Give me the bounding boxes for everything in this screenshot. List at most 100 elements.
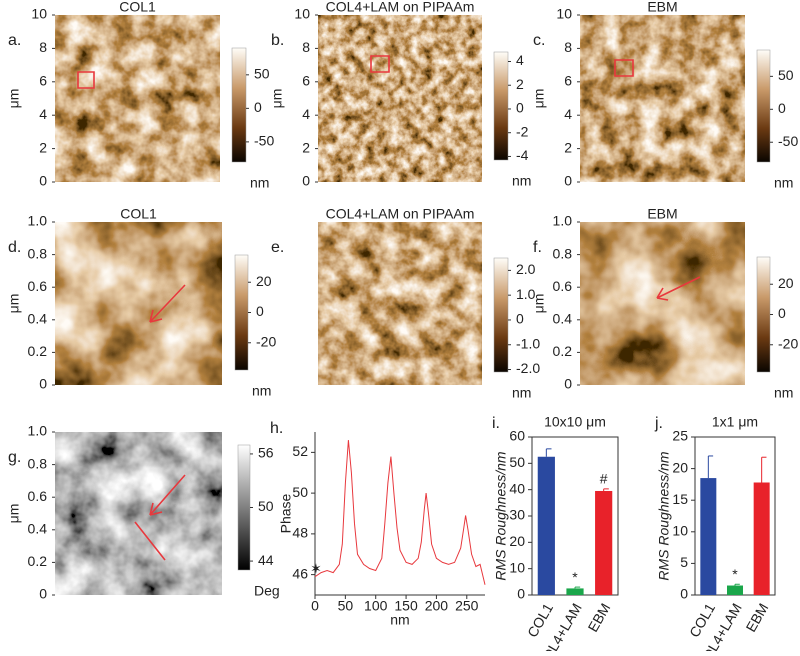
y-tick-label: 8 bbox=[39, 39, 47, 55]
y-tick-label: 0 bbox=[680, 586, 688, 602]
panel-title: COL1 bbox=[120, 206, 157, 222]
y-tick-label: 0.2 bbox=[553, 343, 573, 359]
colorbar-unit: nm bbox=[774, 175, 793, 191]
y-tick-label: 6 bbox=[39, 73, 47, 89]
afm-image bbox=[318, 15, 482, 182]
x-tick-label: 200 bbox=[425, 598, 449, 614]
y-tick-label: 10 bbox=[31, 6, 47, 22]
colorbar bbox=[756, 49, 771, 163]
colorbar-tick-label: -20 bbox=[256, 333, 276, 349]
colorbar-unit: nm bbox=[512, 173, 531, 189]
panel-label: h. bbox=[270, 420, 283, 437]
afm-image bbox=[55, 15, 220, 182]
y-tick-label: 8 bbox=[564, 39, 572, 55]
bar bbox=[700, 478, 717, 595]
y-tick-label: 0 bbox=[39, 173, 47, 189]
y-tick-label: 8 bbox=[302, 39, 310, 55]
y-tick-label: 0.4 bbox=[28, 521, 48, 537]
colorbar-tick-label: 0 bbox=[778, 305, 786, 321]
y-axis-label: μm bbox=[531, 294, 547, 314]
y-tick-label: 4 bbox=[302, 106, 310, 122]
colorbar bbox=[493, 257, 509, 373]
colorbar-tick-label: -2.0 bbox=[516, 360, 540, 376]
marker: ✶ bbox=[310, 561, 322, 577]
colorbar-unit: Deg bbox=[254, 583, 280, 599]
annotation: # bbox=[600, 471, 608, 487]
y-tick-label: 0 bbox=[564, 376, 572, 392]
colorbar-tick-label: 0 bbox=[516, 311, 524, 327]
y-tick-label: 6 bbox=[564, 73, 572, 89]
y-tick-label: 20 bbox=[672, 459, 688, 475]
y-tick-label: 0 bbox=[39, 586, 47, 602]
y-tick-label: 50 bbox=[509, 454, 525, 470]
colorbar-tick-label: 56 bbox=[258, 445, 274, 461]
overlay-mark bbox=[656, 276, 701, 301]
colorbar-tick-label: -2 bbox=[516, 123, 529, 139]
overlays bbox=[77, 55, 701, 561]
y-tick-label: 46 bbox=[292, 565, 308, 581]
x-tick-label: EBM bbox=[742, 600, 771, 634]
panel-label: a. bbox=[8, 32, 21, 49]
bar bbox=[566, 588, 584, 595]
colorbar-tick-label: 44 bbox=[258, 552, 274, 568]
y-tick-label: 60 bbox=[509, 428, 525, 444]
chart-title: 10x10 μm bbox=[544, 414, 606, 430]
colorbar bbox=[493, 51, 509, 161]
y-tick-label: 0.8 bbox=[28, 245, 48, 261]
y-tick-label: 0.6 bbox=[28, 488, 48, 504]
colorbar bbox=[237, 444, 251, 571]
colorbar-tick-label: 20 bbox=[256, 273, 272, 289]
x-tick-label: 100 bbox=[364, 598, 388, 614]
panel-label: c. bbox=[533, 32, 545, 49]
afm-image bbox=[580, 15, 745, 182]
y-tick-label: 6 bbox=[302, 73, 310, 89]
colorbar-tick-label: -20 bbox=[778, 335, 798, 351]
colorbar-unit: nm bbox=[774, 385, 793, 401]
axes bbox=[314, 432, 485, 596]
y-tick-label: 0.4 bbox=[553, 311, 573, 327]
overlay-mark bbox=[614, 59, 634, 77]
panel-label: i. bbox=[492, 415, 500, 432]
x-tick-label: 250 bbox=[455, 598, 479, 614]
colorbar-tick-label: 1.0 bbox=[516, 286, 536, 302]
colorbar-tick-label: 50 bbox=[254, 66, 270, 82]
y-tick-label: 50 bbox=[292, 484, 308, 500]
y-axis-label: RMS Roughness/nm bbox=[493, 451, 509, 581]
y-tick-label: 0.8 bbox=[553, 245, 573, 261]
y-tick-label: 10 bbox=[672, 523, 688, 539]
colorbar-tick-label: -50 bbox=[778, 133, 798, 149]
y-tick-label: 0.4 bbox=[28, 311, 48, 327]
panel-label: g. bbox=[8, 449, 21, 466]
colorbar-tick-label: 2.0 bbox=[516, 261, 536, 277]
annotation: * bbox=[572, 569, 578, 585]
y-tick-label: 4 bbox=[564, 106, 572, 122]
y-tick-label: 30 bbox=[509, 507, 525, 523]
colorbar-tick-label: 50 bbox=[258, 498, 274, 514]
colorbar-tick-label: -50 bbox=[254, 133, 274, 149]
y-tick-label: 2 bbox=[39, 139, 47, 155]
annotation: * bbox=[732, 566, 738, 582]
bar bbox=[753, 482, 770, 595]
afm-image bbox=[318, 222, 482, 385]
afm-image bbox=[55, 222, 222, 385]
panel-label: b. bbox=[271, 32, 284, 49]
colorbar-tick-label: 2 bbox=[516, 76, 524, 92]
y-tick-label: 1.0 bbox=[28, 213, 48, 229]
y-tick-label: 25 bbox=[672, 428, 688, 444]
colorbar-tick-label: 0 bbox=[254, 99, 262, 115]
x-tick-label: 50 bbox=[338, 598, 354, 614]
colorbar bbox=[756, 256, 771, 373]
overlay-mark bbox=[77, 71, 95, 89]
y-tick-label: 15 bbox=[672, 491, 688, 507]
colorbar-tick-label: 50 bbox=[778, 67, 794, 83]
y-tick-label: 0.8 bbox=[28, 455, 48, 471]
colorbar-tick-label: 0 bbox=[778, 100, 786, 116]
y-tick-label: 20 bbox=[509, 533, 525, 549]
y-tick-label: 5 bbox=[680, 554, 688, 570]
colorbar-tick-label: 0 bbox=[516, 100, 524, 116]
panel-label: d. bbox=[8, 239, 21, 256]
y-tick-label: 2 bbox=[302, 139, 310, 155]
line bbox=[314, 440, 486, 585]
y-tick-label: 10 bbox=[556, 6, 572, 22]
